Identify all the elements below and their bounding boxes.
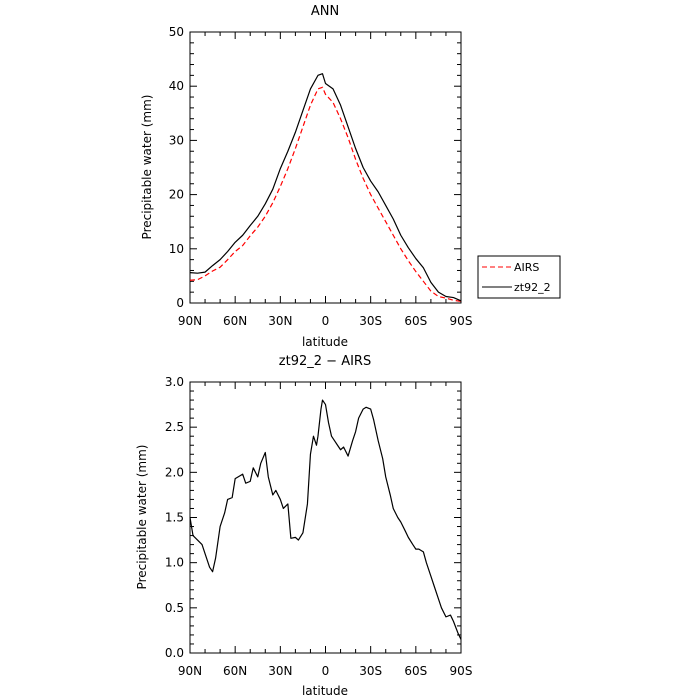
series-line-zt92-2 — [189, 73, 462, 302]
y-tick-label: 2.0 — [165, 465, 184, 479]
y-tick-label: 0.0 — [165, 646, 184, 660]
x-tick-label: 30S — [359, 664, 382, 678]
y-axis: 0 10 20 30 40 50 — [169, 25, 461, 310]
y-axis-label: Precipitable water (mm) — [140, 95, 154, 240]
legend-label-zt92-2: zt92_2 — [514, 281, 551, 294]
x-tick-label: 0 — [322, 664, 330, 678]
y-tick-label: 30 — [169, 133, 184, 147]
series-line-difference — [189, 399, 462, 640]
x-tick-label: 60N — [223, 664, 247, 678]
y-tick-label: 0.5 — [165, 601, 184, 615]
x-axis: 90N 60N 30N 0 30S 60S 90S — [178, 382, 473, 678]
y-tick-label: 10 — [169, 242, 184, 256]
y-tick-label: 1.0 — [165, 556, 184, 570]
x-tick-label: 60S — [404, 664, 427, 678]
series-layer — [189, 73, 462, 302]
x-axis-label: latitude — [302, 684, 348, 698]
y-tick-label: 20 — [169, 188, 184, 202]
x-axis-label: latitude — [302, 335, 348, 349]
x-tick-label: 30N — [268, 664, 292, 678]
x-tick-label: 90S — [450, 314, 473, 328]
series-layer — [189, 399, 462, 640]
chart-title: zt92_2 − AIRS — [279, 354, 371, 369]
chart-title: ANN — [311, 4, 339, 19]
x-tick-label: 90S — [450, 664, 473, 678]
x-tick-label: 90N — [178, 314, 202, 328]
y-tick-label: 2.5 — [165, 420, 184, 434]
y-tick-label: 3.0 — [165, 375, 184, 389]
panel-ann: ANN 0 10 20 30 40 50 90N 60N 30N 0 30S 60S 90S Prec… — [140, 4, 561, 349]
legend: AIRS zt92_2 — [477, 255, 561, 299]
legend-label-airs: AIRS — [514, 261, 539, 274]
panel-difference: zt92_2 − AIRS 0.0 0.5 1.0 1.5 2.0 2.5 3.0 90N 6… — [135, 354, 472, 698]
plot-frame — [189, 31, 462, 304]
x-tick-label: 30N — [268, 314, 292, 328]
plot-frame — [189, 381, 462, 654]
x-tick-label: 30S — [359, 314, 382, 328]
x-tick-label: 0 — [322, 314, 330, 328]
series-line-airs — [189, 86, 462, 302]
y-axis-label: Precipitable water (mm) — [135, 445, 149, 590]
y-axis: 0.0 0.5 1.0 1.5 2.0 2.5 3.0 — [165, 375, 461, 660]
x-tick-label: 60N — [223, 314, 247, 328]
y-tick-label: 0 — [176, 296, 184, 310]
x-axis: 90N 60N 30N 0 30S 60S 90S — [178, 32, 473, 328]
legend-box — [477, 255, 561, 299]
x-tick-label: 90N — [178, 664, 202, 678]
y-tick-label: 1.5 — [165, 511, 184, 525]
y-tick-label: 50 — [169, 25, 184, 39]
y-tick-label: 40 — [169, 79, 184, 93]
x-tick-label: 60S — [404, 314, 427, 328]
